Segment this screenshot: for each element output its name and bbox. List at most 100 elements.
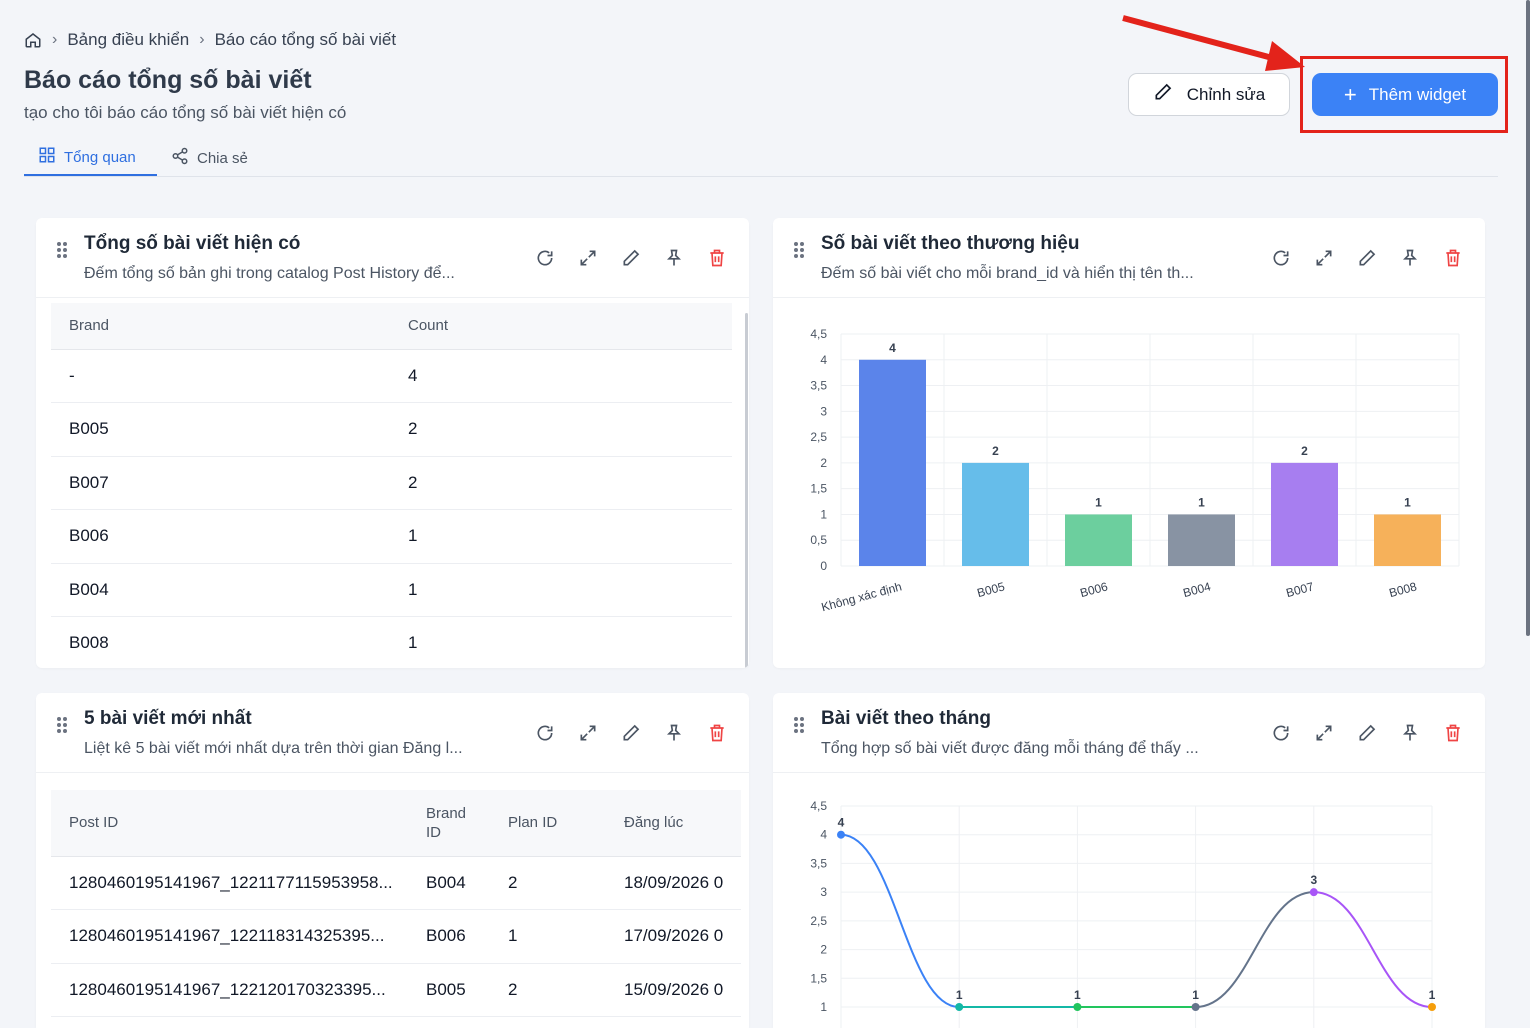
refresh-icon[interactable] (535, 248, 555, 268)
refresh-icon[interactable] (535, 723, 555, 743)
column-header[interactable]: Brand ID (408, 790, 490, 857)
drag-handle-icon[interactable] (793, 242, 805, 263)
widget-actions (1271, 723, 1463, 743)
delete-icon[interactable] (1443, 723, 1463, 743)
cell-post-id: 1280460195141967_122120170323395... (51, 963, 408, 1017)
edit-button[interactable]: Chỉnh sửa (1128, 73, 1290, 116)
data-point (837, 830, 845, 839)
column-header[interactable]: Plan ID (490, 790, 606, 857)
add-widget-label: Thêm widget (1368, 84, 1467, 104)
expand-icon[interactable] (578, 723, 598, 743)
data-label: 2 (1301, 444, 1308, 458)
data-point (1309, 888, 1318, 897)
drag-handle-icon[interactable] (793, 717, 805, 738)
column-header[interactable]: Count (390, 303, 732, 350)
delete-icon[interactable] (1443, 248, 1463, 268)
table-row[interactable]: 1280460195141967_122120170323395... B005… (51, 963, 741, 1017)
data-label: 1 (956, 988, 963, 1002)
page-title: Báo cáo tổng số bài viết (24, 66, 312, 94)
drag-handle-icon[interactable] (56, 717, 68, 738)
add-widget-button[interactable]: + Thêm widget (1312, 73, 1498, 116)
series-line-segment (840, 833, 960, 1008)
data-point (1191, 1003, 1200, 1011)
x-tick-label: B005 (976, 579, 1007, 600)
edit-button-label: Chỉnh sửa (1186, 84, 1266, 104)
widget-actions (1271, 248, 1463, 268)
series-line-segment (1313, 891, 1433, 1008)
breadcrumb: › Bảng điều khiển › Báo cáo tổng số bài … (24, 30, 396, 50)
cell-count: 2 (390, 456, 732, 510)
pin-icon[interactable] (664, 723, 684, 743)
bar (1271, 462, 1338, 566)
expand-icon[interactable] (1314, 248, 1334, 268)
x-tick-label: Không xác định (820, 579, 904, 614)
widget-description: Liệt kê 5 bài viết mới nhất dựa trên thờ… (84, 740, 463, 757)
column-header[interactable]: Brand (51, 303, 390, 350)
data-label: 1 (1095, 495, 1102, 509)
data-label: 2 (992, 444, 999, 458)
edit-icon[interactable] (621, 248, 641, 268)
drag-handle-icon[interactable] (56, 242, 68, 263)
widget-description: Tổng hợp số bài viết được đăng mỗi tháng… (821, 740, 1199, 757)
breadcrumb-dashboard[interactable]: Bảng điều khiển (67, 30, 190, 49)
cell-posted-at: 17/09/2026 0 (606, 909, 741, 964)
expand-icon[interactable] (1314, 723, 1334, 743)
pin-icon[interactable] (1400, 723, 1420, 743)
table-row[interactable]: 1280460195141967_1221177115953958... B00… (51, 856, 741, 910)
table-row[interactable]: B005 2 (51, 402, 732, 457)
tab-share[interactable]: Chia sẻ (171, 140, 248, 176)
annotation-highlight-box (1300, 56, 1508, 133)
refresh-icon[interactable] (1271, 248, 1291, 268)
tab-overview[interactable]: Tổng quan (24, 140, 157, 176)
data-label: 4 (838, 816, 845, 830)
table-row[interactable]: B007 2 (51, 456, 732, 510)
data-label: 1 (1429, 988, 1436, 1002)
delete-icon[interactable] (707, 248, 727, 268)
widget-header: Bài viết theo tháng Tổng hợp số bài viết… (773, 693, 1485, 773)
widget-header: Số bài viết theo thương hiệu Đếm số bài … (773, 218, 1485, 298)
widget-title: Bài viết theo tháng (821, 708, 991, 729)
expand-icon[interactable] (578, 248, 598, 268)
widget-actions (535, 248, 727, 268)
home-icon[interactable] (24, 31, 42, 49)
latest-posts-table: Post ID Brand ID Plan ID Đăng lúc 128046… (51, 790, 741, 1017)
cell-brand: - (51, 349, 390, 403)
pin-icon[interactable] (1400, 248, 1420, 268)
y-tick-label: 4 (820, 353, 827, 367)
refresh-icon[interactable] (1271, 723, 1291, 743)
data-point (1073, 1003, 1082, 1011)
table-row[interactable]: B006 1 (51, 509, 732, 564)
pin-icon[interactable] (664, 248, 684, 268)
table-row[interactable]: B004 1 (51, 563, 732, 617)
widget-description: Đếm tổng số bản ghi trong catalog Post H… (84, 265, 455, 282)
edit-icon[interactable] (621, 723, 641, 743)
bar (962, 462, 1029, 566)
y-tick-label: 0,5 (810, 533, 827, 547)
table-row[interactable]: B008 1 (51, 616, 732, 668)
table-row[interactable]: -4 (51, 349, 732, 403)
cell-posted-at: 18/09/2026 0 (606, 856, 741, 910)
page-scrollbar[interactable] (1526, 0, 1530, 636)
y-tick-label: 2,5 (810, 914, 827, 928)
column-header[interactable]: Post ID (51, 790, 408, 857)
x-tick-label: B006 (1079, 579, 1110, 600)
cell-brand-id: B006 (408, 909, 490, 964)
cell-count: 4 (390, 349, 732, 403)
bar-chart: 0 0,5 1 1,5 2 2,5 3 3,5 4 4,5 4 Không xác định 2 B005… (810, 327, 1460, 614)
cell-brand: B006 (51, 509, 390, 564)
column-header[interactable]: Đăng lúc (606, 790, 741, 857)
delete-icon[interactable] (707, 723, 727, 743)
widget-title: Tổng số bài viết hiện có (84, 233, 301, 254)
table-row[interactable]: 1280460195141967_122118314325395... B006… (51, 909, 741, 964)
x-tick-label: B007 (1285, 579, 1316, 600)
y-tick-label: 2 (820, 943, 827, 957)
data-point (1428, 1003, 1436, 1011)
cell-posted-at: 15/09/2026 0 (606, 963, 741, 1017)
cell-post-id: 1280460195141967_1221177115953958... (51, 856, 408, 910)
tab-overview-label: Tổng quan (64, 148, 136, 166)
table-scrollbar[interactable] (745, 313, 748, 668)
edit-icon[interactable] (1357, 723, 1377, 743)
edit-icon[interactable] (1357, 248, 1377, 268)
widget-description: Đếm số bài viết cho mỗi brand_id và hiển… (821, 265, 1194, 282)
cell-brand: B004 (51, 563, 390, 617)
